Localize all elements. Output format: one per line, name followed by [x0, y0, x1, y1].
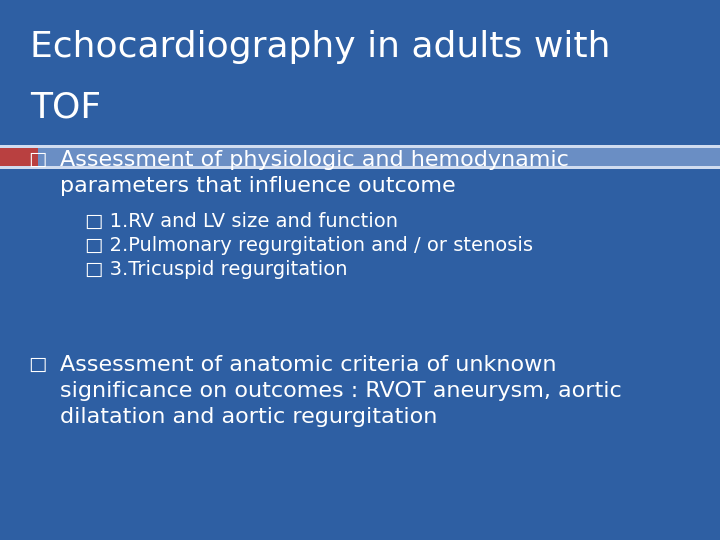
Text: parameters that influence outcome: parameters that influence outcome	[60, 176, 456, 196]
Text: Assessment of anatomic criteria of unknown: Assessment of anatomic criteria of unkno…	[60, 355, 557, 375]
Bar	[0, 0, 720, 145]
Text: □ 2.Pulmonary regurgitation and / or stenosis: □ 2.Pulmonary regurgitation and / or ste…	[85, 236, 533, 255]
Text: □ 3.Tricuspid regurgitation: □ 3.Tricuspid regurgitation	[85, 260, 348, 279]
Bar	[38, 148, 720, 166]
Bar	[0, 145, 720, 148]
Text: TOF: TOF	[30, 90, 101, 124]
Text: Echocardiography in adults with: Echocardiography in adults with	[30, 30, 611, 64]
Text: dilatation and aortic regurgitation: dilatation and aortic regurgitation	[60, 407, 437, 427]
Bar	[0, 148, 38, 166]
Text: □ 1.RV and LV size and function: □ 1.RV and LV size and function	[85, 212, 398, 231]
Text: significance on outcomes : RVOT aneurysm, aortic: significance on outcomes : RVOT aneurysm…	[60, 381, 622, 401]
Bar	[0, 166, 720, 169]
Text: □: □	[28, 355, 46, 374]
Text: Assessment of physiologic and hemodynamic: Assessment of physiologic and hemodynami…	[60, 150, 569, 170]
Text: □: □	[28, 150, 46, 169]
